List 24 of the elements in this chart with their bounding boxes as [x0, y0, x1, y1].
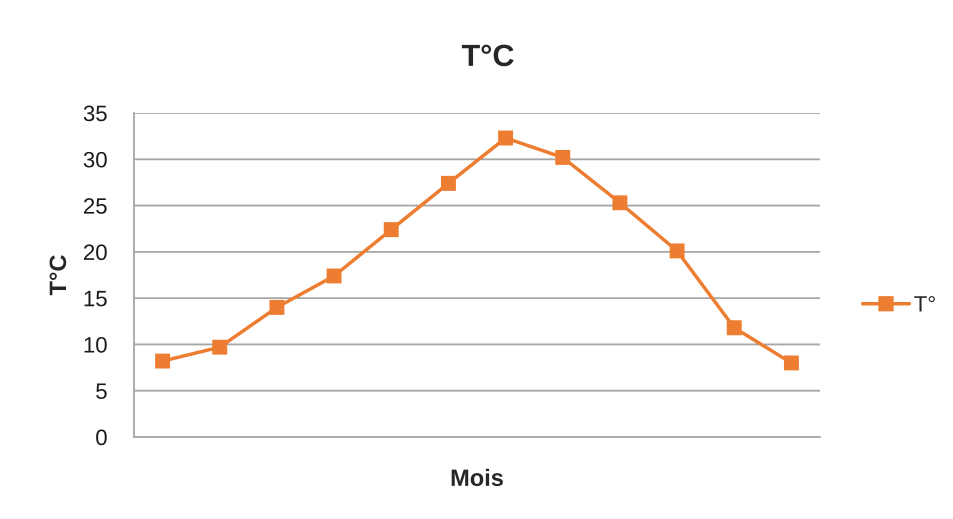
y-axis-title: T°C — [50, 255, 66, 296]
legend-label: T° — [914, 296, 935, 312]
point — [498, 130, 514, 146]
point — [670, 243, 685, 258]
y-tick-label: 25 — [84, 198, 107, 214]
y-tick-label: 35 — [84, 106, 107, 122]
point — [269, 300, 284, 315]
point — [555, 150, 570, 165]
y-tick-label: 20 — [84, 244, 107, 260]
point — [726, 320, 742, 336]
y-tick-label: 5 — [96, 383, 107, 399]
y-tick-label: 15 — [84, 290, 107, 306]
point — [784, 355, 799, 370]
point — [612, 195, 628, 210]
point — [440, 176, 456, 191]
point — [384, 222, 399, 238]
point — [212, 340, 228, 355]
y-tick-label: 30 — [84, 152, 107, 168]
chart-title: T°C — [462, 44, 514, 66]
y-tick-label: 10 — [84, 336, 107, 353]
point — [326, 268, 342, 284]
point — [155, 354, 170, 369]
y-tick-label: 0 — [96, 430, 107, 446]
x-axis-title: Mois — [452, 468, 503, 486]
